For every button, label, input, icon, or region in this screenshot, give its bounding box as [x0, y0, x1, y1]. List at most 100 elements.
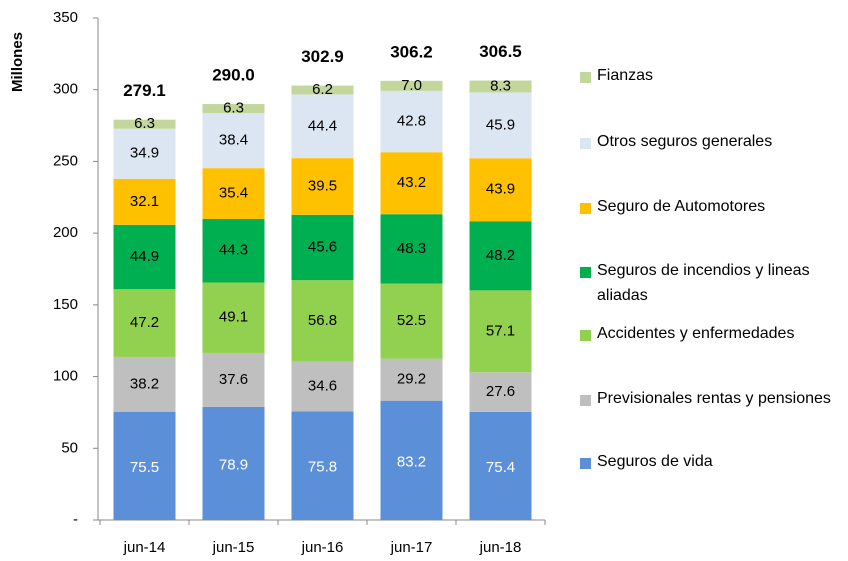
total-label: 306.5 [479, 42, 522, 61]
data-label: 49.1 [219, 309, 248, 326]
data-label: 29.2 [397, 371, 426, 388]
bar-segment [202, 282, 265, 353]
legend-swatch [580, 203, 591, 214]
bar-segment [291, 94, 354, 159]
data-label: 34.9 [130, 145, 159, 162]
bar-segment [202, 168, 265, 219]
legend-label: Otros seguros generales [597, 133, 773, 150]
bar-segment [469, 290, 532, 373]
bar-segment [380, 358, 443, 401]
bar-segment [469, 92, 532, 159]
data-label: 27.6 [486, 383, 515, 400]
data-label: 6.2 [312, 81, 333, 98]
bar-segment [113, 119, 176, 129]
legend-label: Accidentes y enfermedades [597, 325, 795, 342]
x-tick-label: jun-16 [301, 539, 344, 556]
bar-segment [113, 224, 176, 290]
bar-segment [202, 352, 265, 407]
data-label: 47.2 [130, 314, 159, 331]
bar-segment [380, 90, 443, 153]
bar-segment [291, 158, 354, 215]
legend-label: Seguros de vida [597, 453, 713, 470]
data-label: 44.3 [219, 242, 248, 259]
bar-segment [291, 85, 354, 95]
y-axis-label: Millones [9, 32, 26, 92]
legend-swatch [580, 267, 591, 278]
data-label: 43.2 [397, 174, 426, 191]
y-tick-label: 150 [53, 296, 78, 313]
y-tick-label: 100 [53, 368, 78, 385]
data-label: 44.4 [308, 117, 337, 134]
bar-segment [291, 214, 354, 281]
data-label: 43.9 [486, 181, 515, 198]
legend-swatch [580, 458, 591, 469]
legend-item: Otros seguros generales [580, 133, 848, 154]
bar-segment [380, 80, 443, 91]
data-label: 44.9 [130, 248, 159, 265]
data-label: 83.2 [397, 453, 426, 470]
legend-label: Seguro de Automotores [597, 198, 766, 215]
legend-swatch [580, 72, 591, 83]
data-label: 75.8 [308, 459, 337, 476]
data-label: 8.3 [490, 77, 511, 94]
total-label: 290.0 [212, 66, 255, 85]
data-label: 45.6 [308, 238, 337, 255]
bar-segment [469, 80, 532, 93]
data-label: 45.9 [486, 116, 515, 133]
y-tick-label: - [73, 511, 78, 528]
data-label: 57.1 [486, 322, 515, 339]
bar-segment [469, 411, 532, 520]
legend-label: Seguros de incendios y lineas aliadas [597, 262, 810, 304]
legend-item: Seguros de vida [580, 453, 848, 474]
bar-segment [469, 158, 532, 222]
bar-segment [380, 400, 443, 520]
total-label: 302.9 [301, 47, 344, 66]
bar-segment [291, 411, 354, 520]
bar-segment [113, 128, 176, 179]
data-label: 32.1 [130, 193, 159, 210]
bar-segment [202, 104, 265, 114]
data-label: 35.4 [219, 185, 248, 202]
bar-segment [202, 113, 265, 169]
legend-label: Fianzas [597, 67, 654, 84]
bar-segment [113, 356, 176, 412]
y-tick-label: 200 [53, 224, 78, 241]
legend-item: Fianzas [580, 67, 848, 88]
data-label: 48.2 [486, 247, 515, 264]
legend-swatch [580, 138, 591, 149]
data-label: 34.6 [308, 377, 337, 394]
bar-segment [469, 221, 532, 291]
data-label: 6.3 [134, 115, 155, 132]
data-label: 42.8 [397, 113, 426, 130]
data-label: 52.5 [397, 312, 426, 329]
bar-segment [380, 214, 443, 284]
bar-segment [380, 283, 443, 359]
y-tick-label: 300 [53, 81, 78, 98]
bar-segment [202, 406, 265, 520]
data-label: 75.4 [486, 459, 515, 476]
legend-item: Previsionales rentas y pensiones [580, 390, 848, 411]
legend-item: Seguros de incendios y lineas aliadas [580, 262, 848, 308]
data-label: 7.0 [401, 77, 422, 94]
bar-segment [113, 289, 176, 357]
data-label: 78.9 [219, 456, 248, 473]
bar-segment [113, 178, 176, 225]
x-tick-label: jun-15 [212, 539, 255, 556]
data-label: 56.8 [308, 312, 337, 329]
data-label: 75.5 [130, 459, 159, 476]
x-tick-label: jun-17 [390, 539, 433, 556]
bar-segment [202, 218, 265, 283]
y-tick-label: 350 [53, 9, 78, 26]
y-tick-label: 250 [53, 152, 78, 169]
total-label: 279.1 [123, 81, 166, 100]
data-label: 38.4 [219, 132, 248, 149]
legend-swatch [580, 395, 591, 406]
data-label: 37.6 [219, 371, 248, 388]
legend-item: Seguro de Automotores [580, 198, 848, 219]
data-label: 48.3 [397, 240, 426, 257]
data-label: 39.5 [308, 177, 337, 194]
bar-segment [291, 280, 354, 362]
data-label: 38.2 [130, 375, 159, 392]
legend-label: Previsionales rentas y pensiones [597, 390, 831, 407]
